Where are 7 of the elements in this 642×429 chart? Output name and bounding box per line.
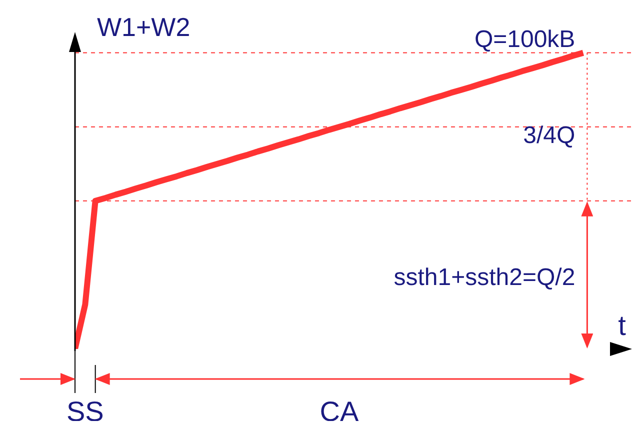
text: SS [66, 396, 104, 427]
ref-line-label: 3/4Q [523, 122, 576, 150]
text: CA [320, 396, 360, 427]
ref-line-label: ssth1+ssth2=Q/2 [394, 264, 576, 291]
y-axis-title: W1+W2 [97, 12, 190, 42]
x-axis-title: t [618, 310, 626, 341]
ref-line-label: Q=100kB [474, 26, 576, 53]
